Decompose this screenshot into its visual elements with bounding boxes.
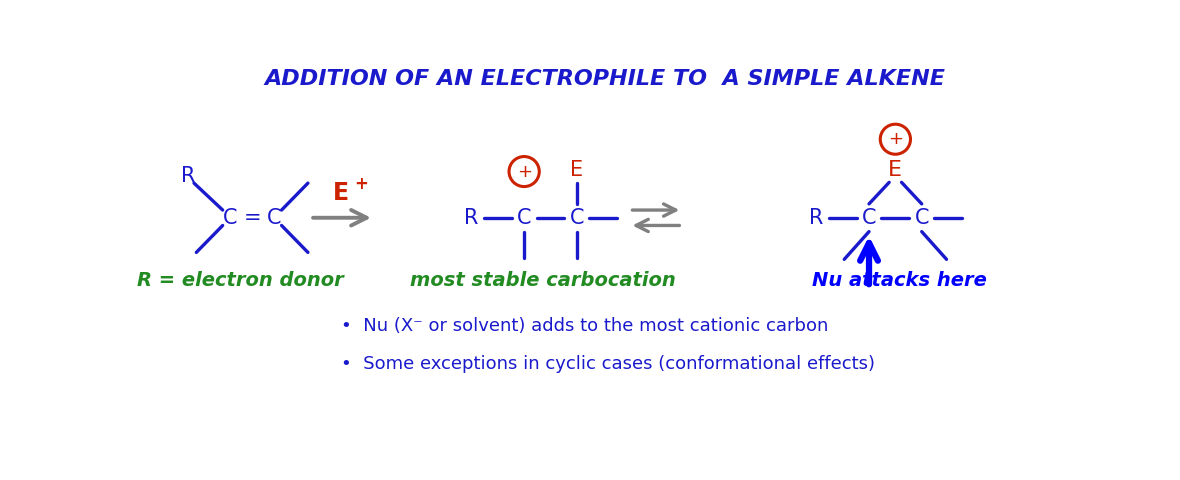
Text: +: +: [354, 175, 368, 193]
Text: C: C: [861, 208, 877, 228]
Text: E: E: [889, 160, 903, 180]
Text: R: R: [809, 208, 824, 228]
Text: R: R: [464, 208, 479, 228]
Text: E: E: [333, 181, 349, 205]
Text: E: E: [570, 160, 583, 180]
Text: C: C: [267, 208, 281, 228]
Text: +: +: [887, 130, 903, 148]
Text: •  Nu (X⁻ or solvent) adds to the most cationic carbon: • Nu (X⁻ or solvent) adds to the most ca…: [341, 317, 828, 335]
Text: Nu attacks here: Nu attacks here: [812, 271, 986, 290]
Text: =: =: [243, 208, 261, 228]
Text: C: C: [570, 208, 584, 228]
Text: most stable carbocation: most stable carbocation: [409, 271, 676, 290]
Text: C: C: [517, 208, 531, 228]
Text: +: +: [517, 163, 532, 180]
Text: C: C: [914, 208, 929, 228]
Text: ADDITION OF AN ELECTROPHILE TO  A SIMPLE ALKENE: ADDITION OF AN ELECTROPHILE TO A SIMPLE …: [264, 69, 945, 89]
Text: C: C: [223, 208, 237, 228]
Text: R = electron donor: R = electron donor: [137, 271, 343, 290]
Text: R: R: [182, 166, 196, 186]
Text: •  Some exceptions in cyclic cases (conformational effects): • Some exceptions in cyclic cases (confo…: [341, 355, 876, 373]
